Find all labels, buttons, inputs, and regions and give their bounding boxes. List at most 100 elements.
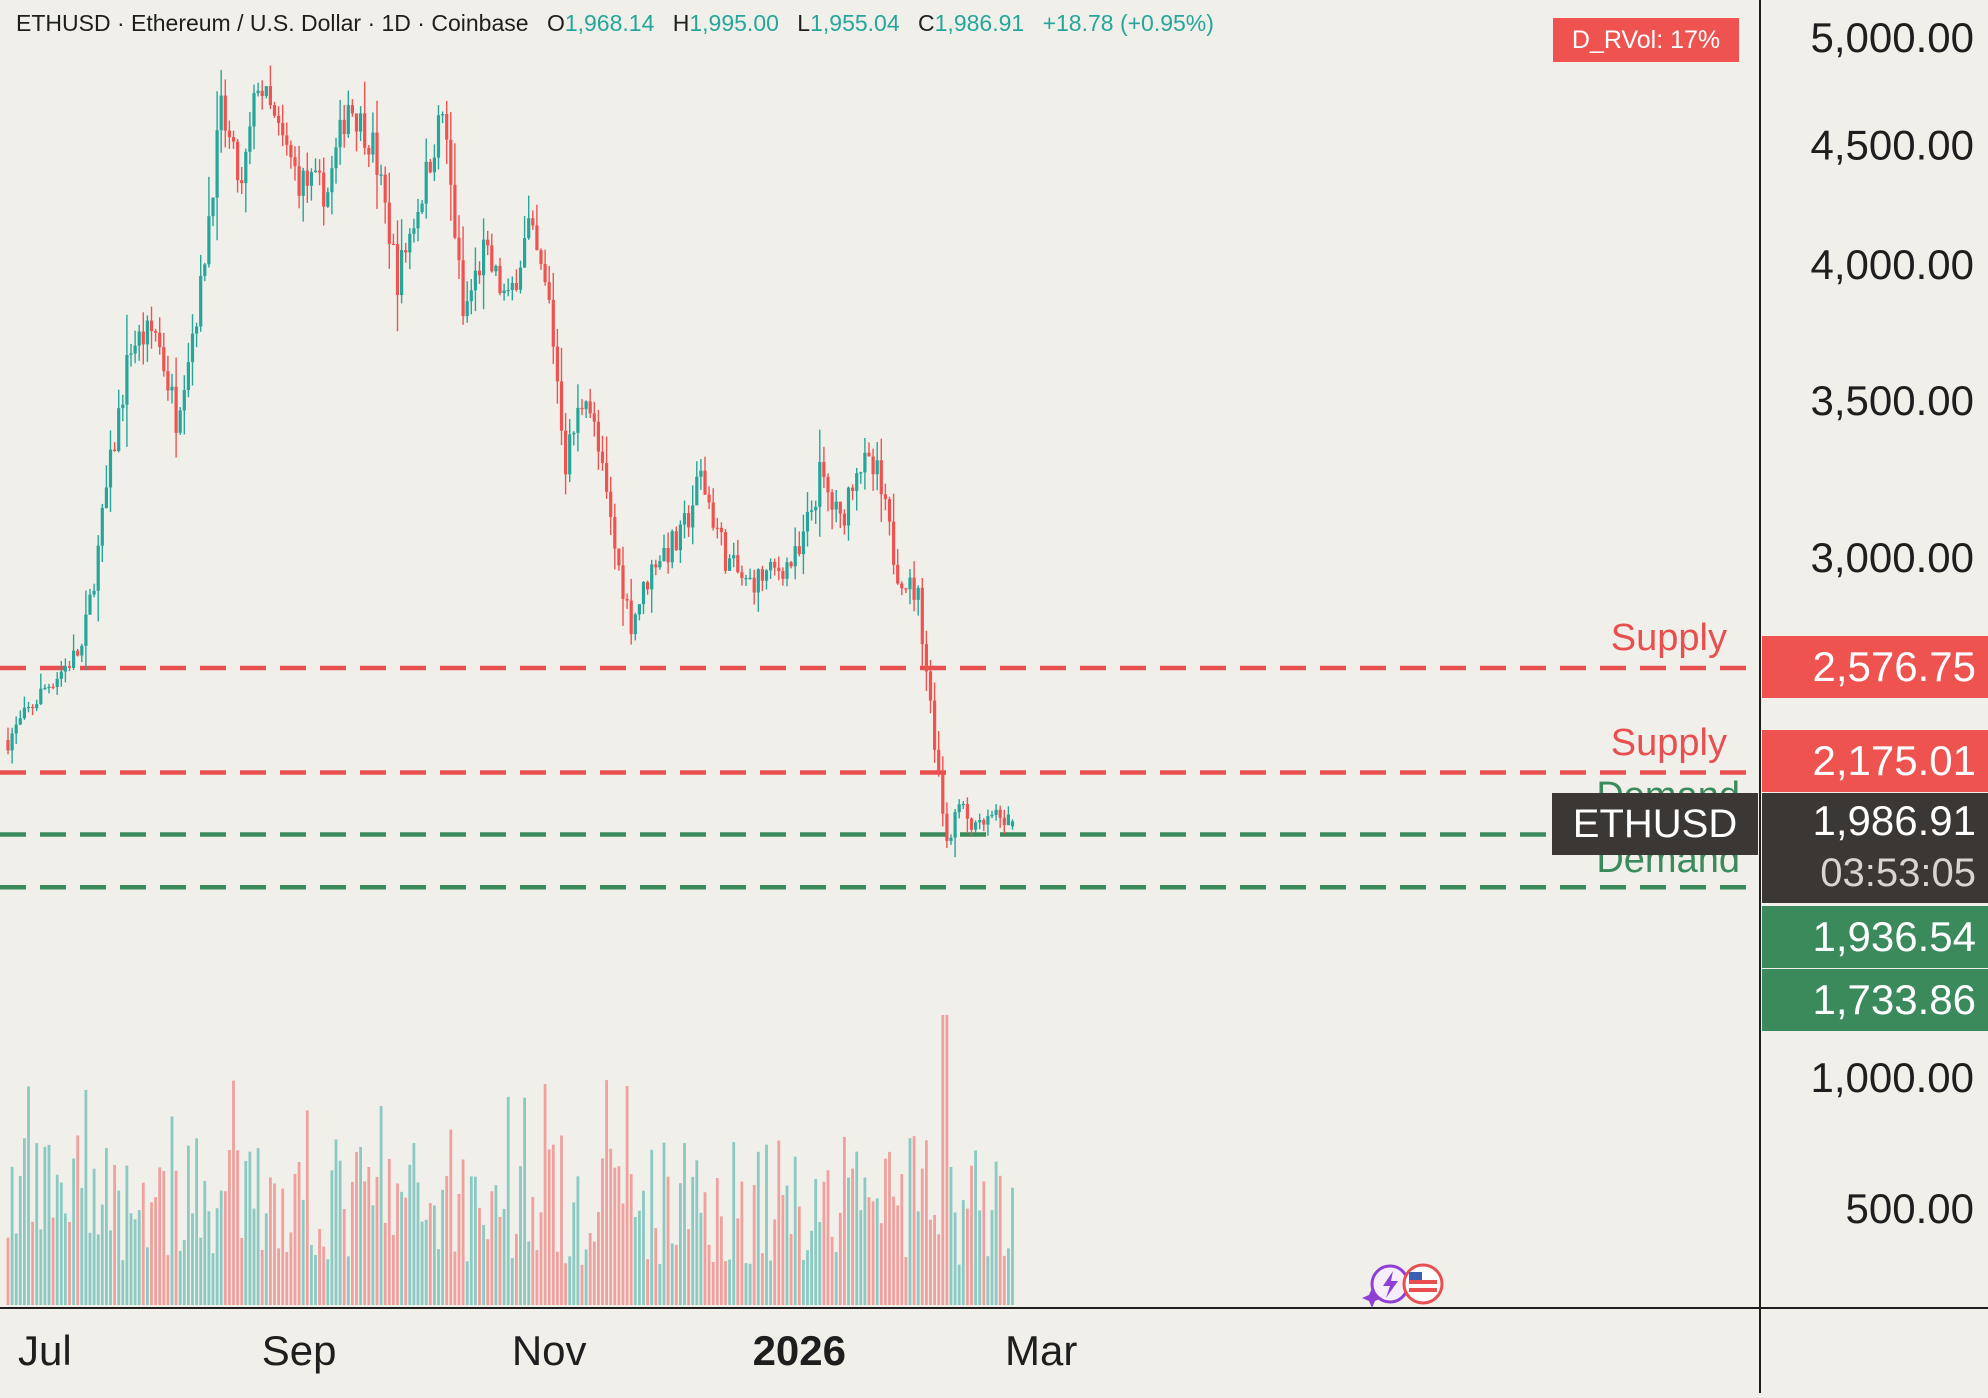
last-price-tag[interactable]: 1,986.91 03:53:05 — [1762, 793, 1988, 903]
volume-bar — [346, 1256, 350, 1305]
volume-bar — [592, 1241, 596, 1305]
candle — [412, 218, 416, 243]
candle — [432, 144, 436, 182]
volume-bar — [10, 1166, 14, 1305]
candle — [408, 228, 412, 270]
candle — [867, 442, 871, 457]
volume-bar — [178, 1250, 182, 1305]
candle — [289, 140, 293, 169]
price-tick-label: 3,000.00 — [1811, 534, 1975, 581]
volume-bar — [761, 1253, 764, 1305]
candle — [129, 343, 133, 367]
volume-bar — [211, 1253, 215, 1305]
volume-bar — [576, 1176, 580, 1305]
supply-upper-tag[interactable]: 2,576.75 — [1762, 636, 1988, 698]
last-price-value: 1,986.91 — [1812, 797, 1977, 844]
volume-bar — [629, 1174, 633, 1305]
volume-bar — [601, 1158, 604, 1305]
volume-bar — [929, 1219, 932, 1305]
candle — [641, 580, 646, 615]
candle — [215, 91, 219, 241]
price-axis[interactable]: 5,000.00 4,500.00 4,000.00 3,500.00 3,000.00… — [1811, 14, 1975, 1232]
volume-bar — [957, 1264, 961, 1305]
volume-bar — [424, 1219, 428, 1305]
candle — [605, 436, 609, 499]
candle — [59, 660, 63, 687]
volume-bar — [818, 1222, 822, 1305]
candle — [953, 809, 957, 858]
volume-bar — [219, 1190, 223, 1305]
candle — [285, 122, 289, 156]
candle — [924, 630, 928, 692]
candle — [350, 99, 354, 117]
candle — [272, 101, 277, 118]
volume-bar — [80, 1187, 84, 1305]
candle — [764, 569, 769, 590]
candle — [728, 554, 732, 571]
volume-bar — [35, 1143, 39, 1305]
time-tick-label: Mar — [1005, 1327, 1077, 1374]
candle — [281, 104, 285, 147]
candle — [740, 565, 744, 586]
volume-bar — [252, 1208, 256, 1305]
volume-bar — [830, 1236, 834, 1305]
volume-bar — [51, 1217, 55, 1305]
candle — [920, 577, 924, 666]
candle — [465, 281, 469, 323]
volume-bar — [855, 1151, 859, 1305]
volume-bar — [556, 1251, 559, 1305]
volume-bar — [826, 1170, 830, 1305]
candle — [916, 585, 920, 616]
volume-bar — [392, 1234, 395, 1305]
candle — [822, 446, 826, 488]
candle — [855, 467, 859, 511]
candle — [887, 496, 892, 536]
volume-bar — [732, 1142, 736, 1305]
time-axis[interactable]: Jul Sep Nov 2026 Mar — [18, 1327, 1077, 1374]
volume-bar — [773, 1219, 777, 1305]
demand-lower-tag[interactable]: 1,733.86 — [1762, 969, 1988, 1031]
rvol-badge[interactable]: D_RVol: 17% — [1553, 18, 1739, 62]
candle — [391, 233, 395, 246]
volume-bar — [711, 1261, 715, 1305]
candle — [543, 249, 547, 286]
demand-upper-tag[interactable]: 1,936.54 — [1762, 906, 1988, 968]
volume-bar — [728, 1259, 731, 1305]
volume-bar — [1002, 1255, 1006, 1305]
volume-bar — [72, 1158, 75, 1305]
volume-bar — [912, 1136, 916, 1305]
volume-bar — [88, 1232, 92, 1305]
candle — [395, 220, 400, 332]
symbol-title: ETHUSD · Ethereum / U.S. Dollar · 1D · C… — [16, 10, 529, 36]
volume-bar — [351, 1181, 354, 1305]
candle — [313, 158, 318, 173]
candle — [490, 233, 494, 273]
volume-bar — [588, 1233, 592, 1305]
us-flag-stripe — [1409, 1288, 1437, 1292]
sparkle-icon — [1362, 1288, 1382, 1308]
candle — [436, 105, 441, 170]
candle — [498, 257, 502, 296]
volume-bar — [551, 1144, 555, 1305]
volume-bar — [39, 1229, 43, 1305]
candle — [896, 549, 900, 585]
volume-bar — [191, 1213, 194, 1305]
volume-bar — [736, 1218, 740, 1305]
supply-lower-tag[interactable]: 2,175.01 — [1762, 730, 1988, 792]
candle — [18, 710, 22, 726]
symbol-price-tag[interactable]: ETHUSD — [1552, 793, 1758, 855]
volume-bar — [851, 1168, 854, 1305]
candle — [584, 400, 588, 419]
volume-bar — [269, 1177, 272, 1305]
volume-bar — [47, 1144, 51, 1305]
volume-bar — [519, 1166, 522, 1305]
volume-bar — [847, 1177, 850, 1305]
candle — [305, 152, 309, 203]
volume-bar — [834, 1252, 838, 1305]
candle — [379, 164, 383, 186]
event-icons[interactable] — [1362, 1263, 1444, 1308]
candle — [633, 612, 637, 641]
volume-bar — [478, 1207, 481, 1305]
